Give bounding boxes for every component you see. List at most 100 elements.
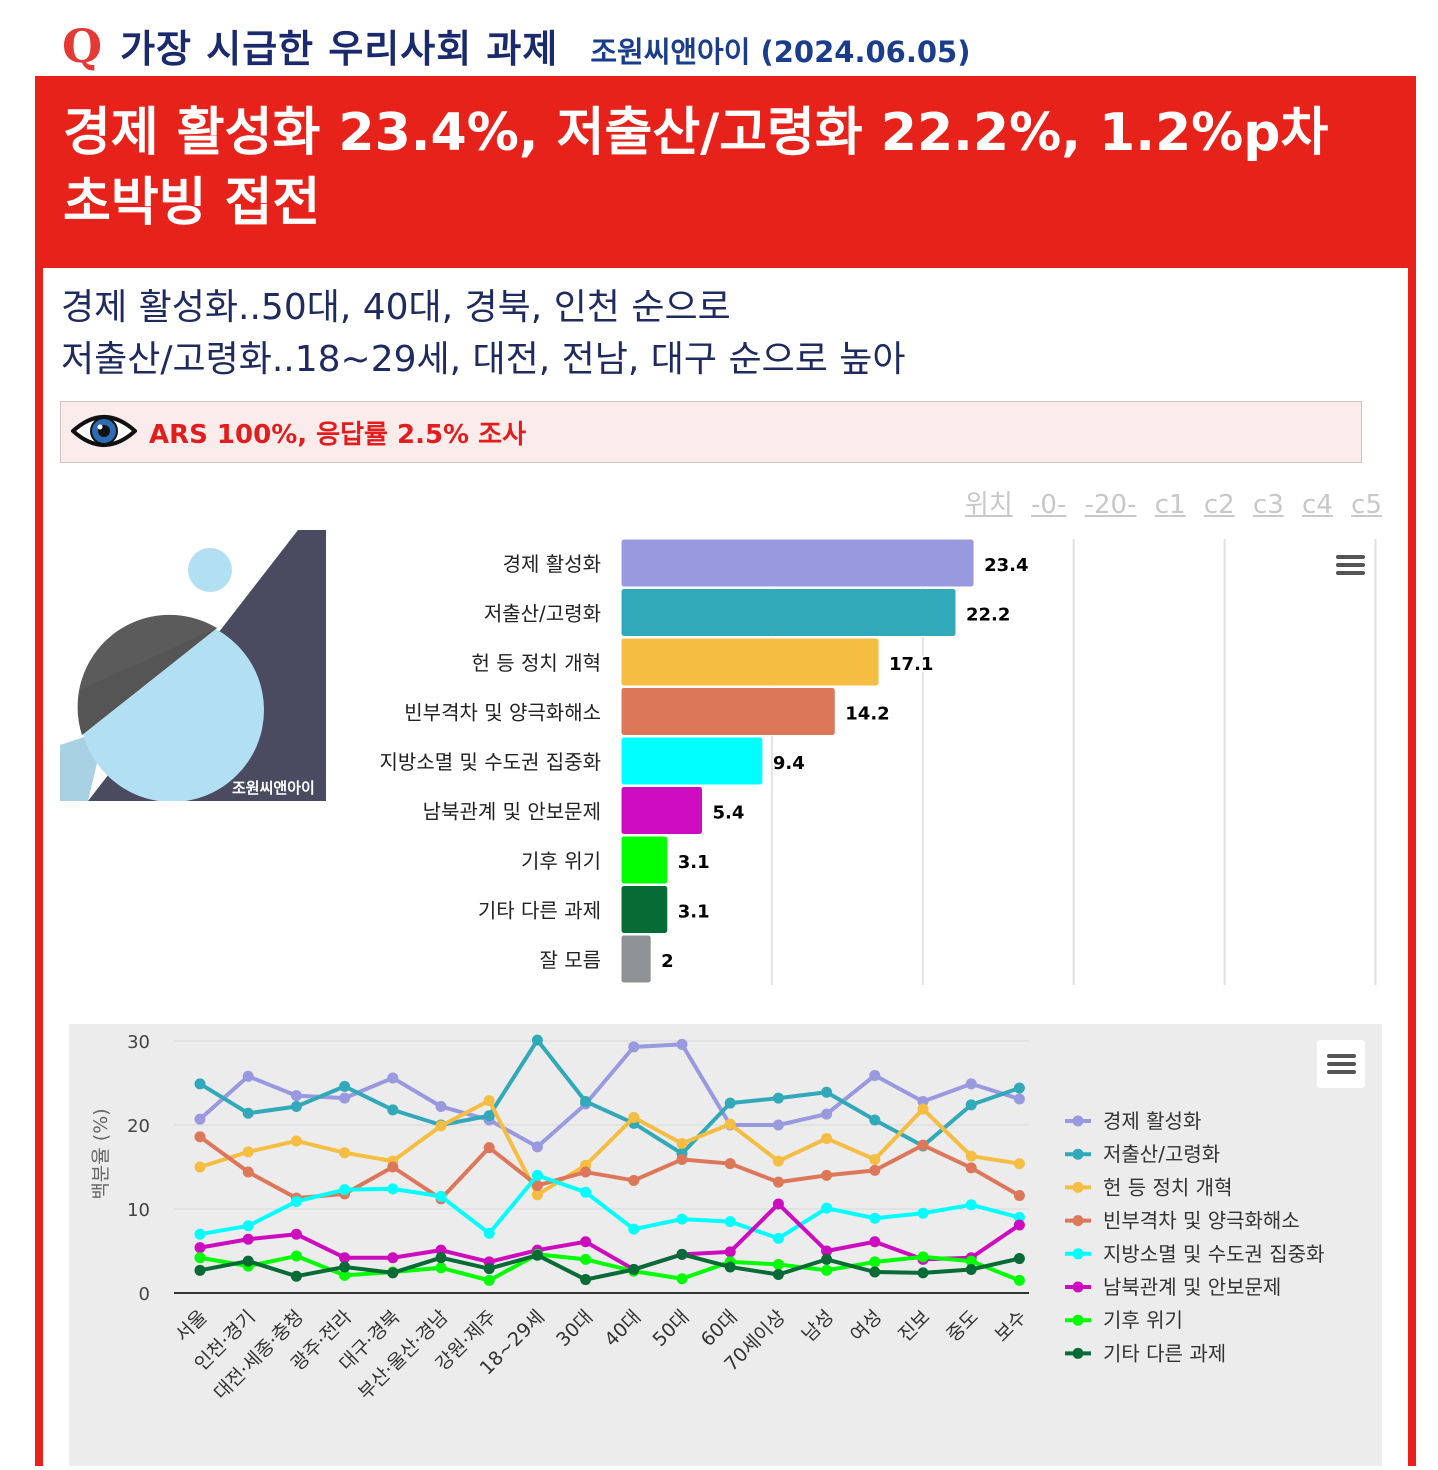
series-point[interactable]	[290, 1228, 302, 1240]
series-point[interactable]	[435, 1120, 447, 1132]
position-link-20[interactable]: -20-	[1084, 490, 1137, 520]
series-point[interactable]	[339, 1184, 351, 1196]
series-point[interactable]	[435, 1101, 447, 1113]
series-point[interactable]	[869, 1114, 881, 1126]
series-point[interactable]	[676, 1153, 688, 1165]
series-point[interactable]	[435, 1252, 447, 1264]
series-point[interactable]	[580, 1274, 592, 1286]
series-line[interactable]	[199, 1173, 1020, 1241]
series-point[interactable]	[821, 1253, 833, 1265]
series-point[interactable]	[194, 1228, 206, 1240]
series-line[interactable]	[199, 1098, 1020, 1197]
series-point[interactable]	[194, 1264, 206, 1276]
series-point[interactable]	[339, 1252, 351, 1264]
series-point[interactable]	[387, 1161, 399, 1173]
series-point[interactable]	[483, 1110, 495, 1122]
series-point[interactable]	[435, 1262, 447, 1274]
series-point[interactable]	[869, 1212, 881, 1224]
legend-item[interactable]: 지방소멸 및 수도권 집중화	[1065, 1242, 1324, 1266]
series-point[interactable]	[676, 1213, 688, 1225]
series-point[interactable]	[869, 1164, 881, 1176]
legend-item[interactable]: 남북관계 및 안보문제	[1065, 1275, 1281, 1299]
position-link-c5[interactable]: c5	[1351, 490, 1382, 520]
series-point[interactable]	[580, 1236, 592, 1248]
series-point[interactable]	[724, 1246, 736, 1258]
position-link-c3[interactable]: c3	[1252, 490, 1284, 520]
series-point[interactable]	[387, 1267, 399, 1279]
series-point[interactable]	[917, 1095, 929, 1107]
series-point[interactable]	[531, 1179, 543, 1191]
series-point[interactable]	[1013, 1190, 1025, 1202]
legend-item[interactable]: 저출산/고령화	[1065, 1142, 1220, 1166]
series-point[interactable]	[821, 1086, 833, 1098]
series-point[interactable]	[965, 1263, 977, 1275]
series-point[interactable]	[387, 1072, 399, 1084]
bar[interactable]	[620, 835, 669, 885]
position-link-c4[interactable]: c4	[1302, 490, 1333, 520]
series-point[interactable]	[821, 1132, 833, 1144]
series-point[interactable]	[483, 1142, 495, 1154]
series-point[interactable]	[242, 1233, 254, 1245]
bar[interactable]	[620, 538, 975, 588]
position-link-label[interactable]: 위치	[964, 490, 1013, 520]
series-point[interactable]	[290, 1135, 302, 1147]
series-point[interactable]	[676, 1248, 688, 1260]
series-point[interactable]	[339, 1269, 351, 1281]
series-point[interactable]	[965, 1099, 977, 1111]
series-point[interactable]	[724, 1261, 736, 1273]
series-point[interactable]	[917, 1251, 929, 1263]
series-line[interactable]	[199, 1252, 1021, 1283]
series-point[interactable]	[387, 1104, 399, 1116]
series-point[interactable]	[387, 1183, 399, 1195]
series-point[interactable]	[821, 1108, 833, 1120]
series-point[interactable]	[531, 1141, 543, 1153]
series-point[interactable]	[194, 1252, 206, 1264]
series-point[interactable]	[194, 1078, 206, 1090]
legend-item[interactable]: 헌 등 정치 개혁	[1065, 1175, 1232, 1199]
series-point[interactable]	[772, 1198, 784, 1210]
series-point[interactable]	[290, 1250, 302, 1262]
series-point[interactable]	[965, 1199, 977, 1211]
series-point[interactable]	[724, 1216, 736, 1228]
bar[interactable]	[620, 687, 836, 736]
series-point[interactable]	[965, 1255, 977, 1267]
series-point[interactable]	[580, 1253, 592, 1265]
series-point[interactable]	[531, 1189, 543, 1201]
series-line[interactable]	[198, 1038, 1021, 1156]
series-point[interactable]	[676, 1137, 688, 1149]
bar[interactable]	[620, 736, 764, 786]
series-point[interactable]	[869, 1069, 881, 1081]
series-point[interactable]	[965, 1150, 977, 1162]
series-point[interactable]	[821, 1202, 833, 1214]
series-point[interactable]	[531, 1249, 543, 1261]
series-point[interactable]	[724, 1118, 736, 1130]
series-point[interactable]	[483, 1227, 495, 1239]
series-point[interactable]	[339, 1080, 351, 1092]
series-point[interactable]	[194, 1113, 206, 1125]
series-point[interactable]	[242, 1166, 254, 1178]
series-point[interactable]	[1013, 1093, 1025, 1105]
series-point[interactable]	[483, 1263, 495, 1275]
series-point[interactable]	[869, 1236, 881, 1248]
series-point[interactable]	[290, 1090, 302, 1102]
series-point[interactable]	[821, 1264, 833, 1276]
series-point[interactable]	[1013, 1253, 1025, 1265]
position-link-c1[interactable]: c1	[1154, 490, 1186, 520]
series-point[interactable]	[869, 1256, 881, 1268]
series-point[interactable]	[435, 1244, 447, 1256]
series-line[interactable]	[199, 1252, 1020, 1282]
series-point[interactable]	[772, 1232, 784, 1244]
series-point[interactable]	[965, 1078, 977, 1090]
series-point[interactable]	[772, 1155, 784, 1167]
series-point[interactable]	[772, 1258, 784, 1270]
series-line[interactable]	[199, 1201, 1021, 1272]
series-point[interactable]	[821, 1169, 833, 1181]
series-point[interactable]	[339, 1147, 351, 1159]
bar[interactable]	[620, 786, 703, 835]
series-point[interactable]	[580, 1166, 592, 1178]
series-point[interactable]	[531, 1169, 543, 1181]
series-point[interactable]	[917, 1267, 929, 1279]
series-point[interactable]	[290, 1270, 302, 1282]
series-point[interactable]	[772, 1176, 784, 1188]
position-link-c2[interactable]: c2	[1203, 490, 1235, 520]
